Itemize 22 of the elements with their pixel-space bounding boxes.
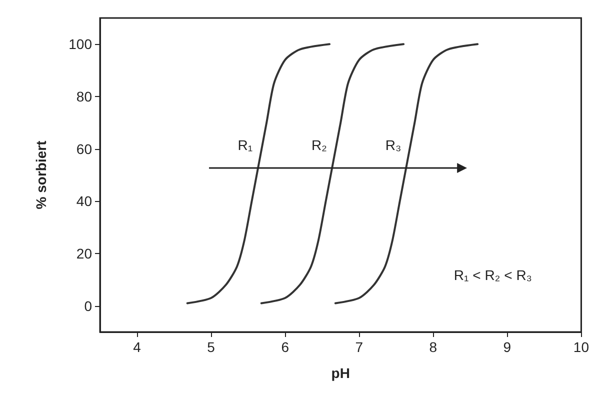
x-tick-label: 8 <box>429 339 438 355</box>
x-tick-label: 7 <box>355 339 364 355</box>
line-series <box>186 43 330 304</box>
y-tick-label: 20 <box>76 246 92 262</box>
x-tick-label: 4 <box>133 339 142 355</box>
x-tick-label: 5 <box>207 339 216 355</box>
y-tick-label: 0 <box>84 298 92 314</box>
y-tick-label: 80 <box>76 88 92 104</box>
line-series <box>334 43 479 304</box>
annotation: R₂ <box>311 136 327 153</box>
line-series <box>260 43 405 304</box>
x-axis-title: pH <box>331 365 350 381</box>
x-tick-label: 9 <box>503 339 512 355</box>
y-tick-label: 100 <box>68 36 92 52</box>
x-tick-label: 6 <box>281 339 290 355</box>
x-tick-label: 10 <box>573 339 590 355</box>
y-tick-label: 40 <box>76 193 92 210</box>
y-axis-title: % sorbiert <box>33 140 49 210</box>
annotation: R₁ < R₂ < R₃ <box>454 267 532 283</box>
y-tick-label: 60 <box>76 140 92 157</box>
annotation: R₁ <box>238 136 253 153</box>
annotation: R₃ <box>385 136 402 153</box>
